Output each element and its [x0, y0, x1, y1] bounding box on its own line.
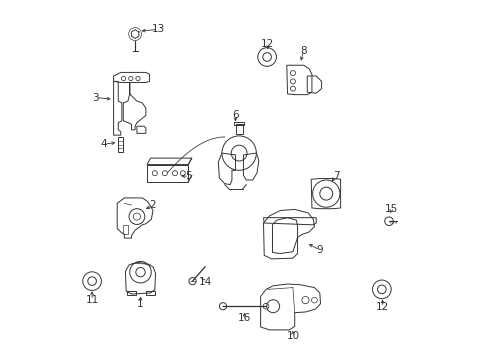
Text: 4: 4 [101, 139, 107, 149]
Bar [123, 225, 128, 234]
Text: 6: 6 [232, 111, 238, 121]
Text: 12: 12 [375, 302, 388, 312]
Bar [145, 291, 155, 296]
Text: 10: 10 [286, 331, 299, 341]
Bar [126, 291, 136, 296]
Bar [235, 124, 242, 134]
Text: 9: 9 [316, 245, 323, 255]
Text: 3: 3 [92, 93, 99, 103]
Text: 15: 15 [384, 204, 397, 214]
Text: 7: 7 [332, 171, 339, 181]
Text: 12: 12 [261, 39, 274, 49]
Text: 14: 14 [198, 277, 211, 287]
Text: 11: 11 [85, 295, 99, 305]
Text: 2: 2 [149, 200, 156, 210]
Bar [234, 122, 244, 125]
Bar [147, 165, 188, 182]
Text: 8: 8 [300, 46, 306, 56]
Bar [118, 137, 123, 152]
Text: 13: 13 [151, 24, 165, 35]
Text: 16: 16 [237, 313, 251, 323]
Text: 5: 5 [185, 171, 192, 181]
Text: 1: 1 [137, 299, 143, 309]
